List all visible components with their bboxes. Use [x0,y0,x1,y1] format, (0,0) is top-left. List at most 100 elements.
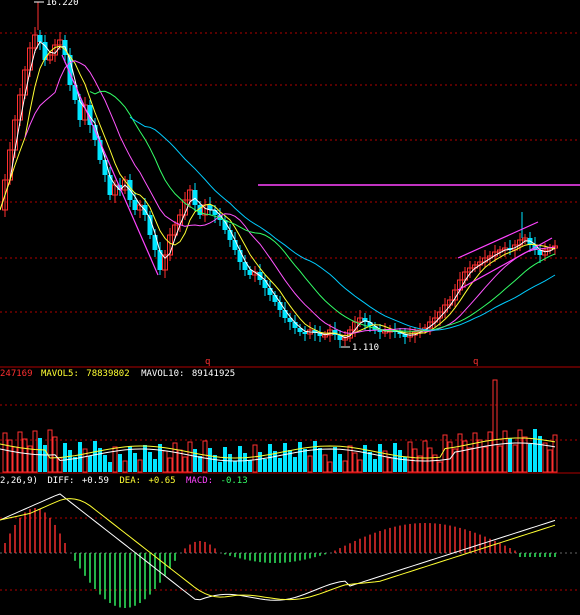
candle-body-down [537,250,543,255]
ma10-line [0,45,556,337]
volume-bar-down [263,459,267,472]
volume-bar-up [202,440,208,473]
volume-bar-down [218,462,222,472]
volume-bar-down [243,453,247,472]
macd-params: 2,26,9) [0,476,38,486]
trend-channel [61,54,553,291]
volume-bar-down [233,461,237,472]
candle-body-down [227,230,233,240]
volume-cut-value: 247169 [0,369,33,379]
mavol10-value: 89141925 [192,369,235,379]
volume-bar-down [368,452,372,472]
volume-bar-up [462,440,468,473]
mavol5-label: MAVOL5: [41,369,79,379]
candle-body-down [402,334,408,337]
candle-body-down [262,280,268,288]
candle-body-up [2,179,8,211]
ma5-line [0,40,556,339]
candle-body-down [72,85,78,100]
candle-body-down [277,302,283,310]
volume-bar-down [333,447,337,472]
candle-body-down [247,270,253,275]
volume-bar-up [82,448,88,473]
volume-bar-up [122,460,128,473]
volume-bar-down [128,446,132,472]
volume-bar-down [223,447,227,472]
volume-bar-down [193,449,197,472]
volume-bar-down [538,436,542,472]
candle-body-down [42,42,48,60]
candle-body-down [337,335,343,340]
volume-bar-up [182,456,188,473]
volume-bar-down [43,445,47,472]
candle-body-down [292,322,298,328]
volume-bar-down [313,441,317,472]
candle-body-down [102,160,108,175]
candle-body-down [92,125,98,140]
diff-line [0,493,556,601]
volume-bar-down [93,441,97,472]
volume-bar-down [153,459,157,472]
candle-body-down [147,215,153,235]
volume-bar-up [112,446,118,473]
macd-lines [0,493,556,601]
dea-line [0,498,556,601]
volume-bar-up [512,444,518,473]
volume-bar-down [208,448,212,472]
down-trendline [61,54,159,276]
candle-body-down [242,262,248,270]
volume-bar-up [327,461,333,473]
volume-bar-down [198,456,202,472]
candle-body-down [157,250,163,270]
candle-body-down [297,328,303,332]
volume-bar-up [487,431,493,473]
volume-bar-up [252,444,258,473]
volume-bar-up [457,433,463,473]
volume-bar-up [7,439,13,473]
volume-bar-down [373,459,377,472]
volume-bar-up [437,461,443,473]
candle-body-up [542,249,548,256]
candle-body-down [87,105,93,125]
volume-bar-down [288,450,292,472]
volume-bar-up [417,455,423,473]
volume-bar-up [427,447,433,473]
volume-bar-up [32,430,38,473]
volume-bar-down [118,454,122,472]
volume-bar-down [73,457,77,472]
candle-body-down [222,220,228,230]
volume-bar-up [522,436,528,473]
volume-bar-down [508,438,512,472]
volume-bar-up [477,439,483,473]
volume-bar-down [258,452,262,472]
candle-body-down [107,175,113,195]
volume-bar-up [382,450,388,473]
volume-bar-up [352,452,358,473]
volume-bar-down [318,448,322,472]
volume-bar-down [303,449,307,472]
mavol5-line [0,437,556,459]
candle-body-down [77,100,83,120]
volume-bar-up [27,445,33,473]
volume-bar-up [357,459,363,473]
dea-value: +0.65 [149,476,176,486]
high-label: 16.220 [46,0,79,8]
volume-bar-down [393,443,397,472]
volume-bar-up [137,459,143,473]
volume-bar-down [293,457,297,472]
volume-bar-up [492,379,498,473]
candle-body-down [267,288,273,295]
channel-bottom [457,237,553,291]
candle-body-down [37,35,43,42]
volume-ma-lines [0,437,556,462]
candle-body-up [162,254,168,271]
volume-bar-down [363,445,367,472]
candle-body-down [237,250,243,262]
candle-body-down [232,240,238,250]
mavol10-label: MAVOL10: [141,369,184,379]
volume-bar-down [108,462,112,472]
volume-bar-down [533,429,537,472]
candle-body-down [362,318,368,322]
volume-bar-down [298,442,302,472]
